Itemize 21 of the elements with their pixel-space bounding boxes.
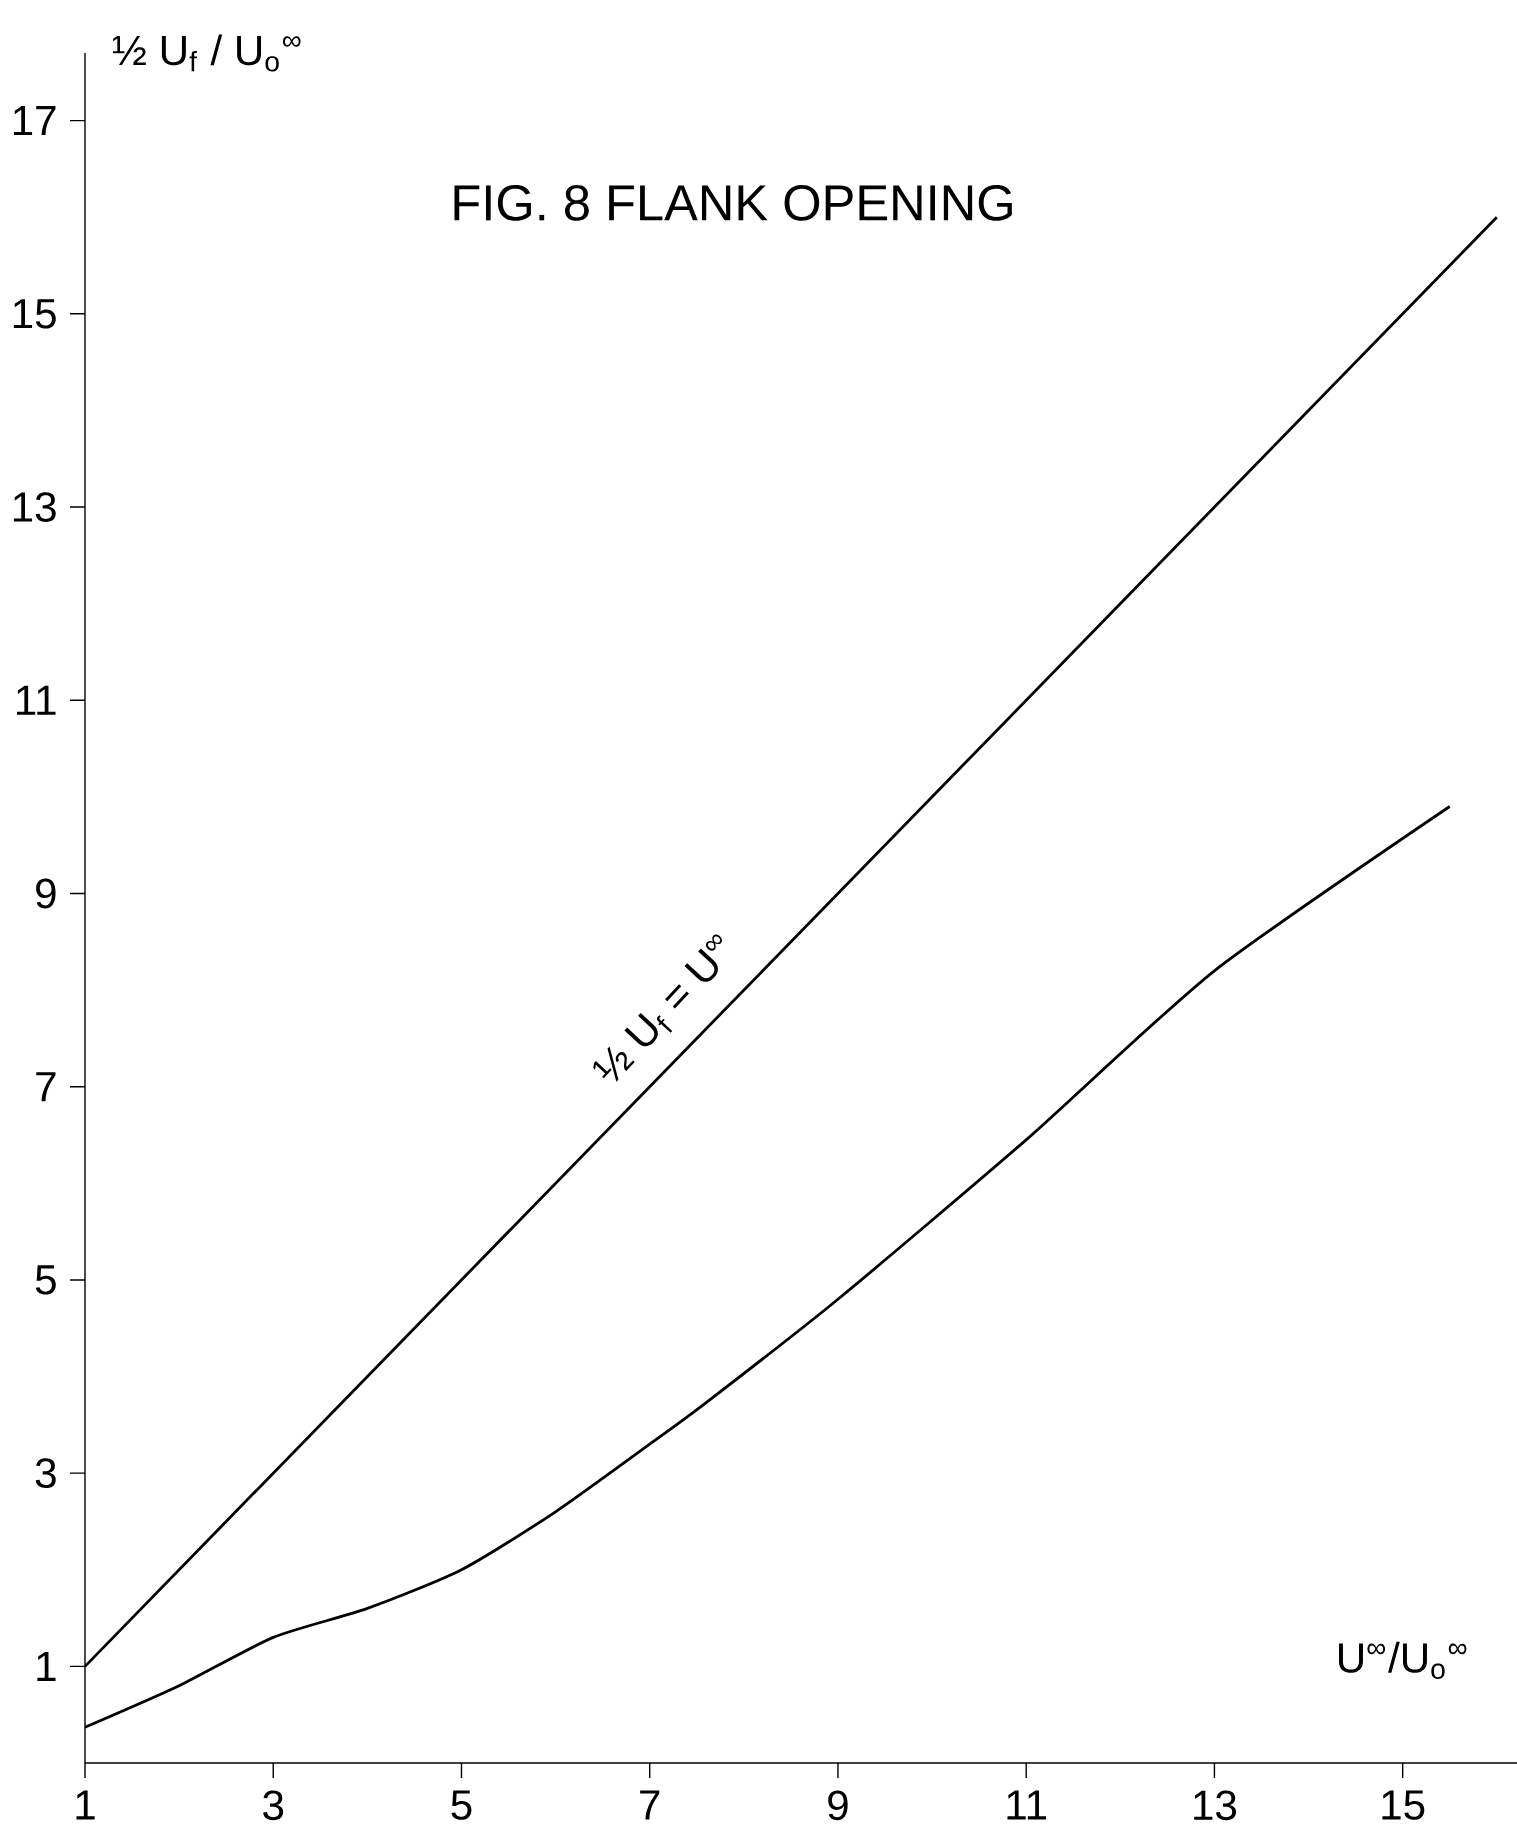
y-tick-label: 17 <box>13 106 56 136</box>
y-tick-label: 7 <box>36 1072 56 1102</box>
y-tick-label: 1 <box>37 1651 56 1681</box>
x-tick-label: 11 <box>1007 1790 1047 1820</box>
x-axis-title: U$^{∞}$/U$_{o}$∞ <box>1339 1641 1467 1679</box>
y-tick-label: 5 <box>35 1265 56 1295</box>
x-tick-label: 1 <box>76 1790 95 1820</box>
x-tick-label: 7 <box>640 1790 660 1820</box>
annotation: ½ U$_{f}$ = U$^{∞}$ <box>593 934 723 1082</box>
y-tick-label: 15 <box>13 299 56 329</box>
y-axis-title: ½ U$_{f}$ / U$_{o}$∞ <box>112 34 301 72</box>
y-tick-label: 3 <box>35 1458 56 1489</box>
x-tick-label: 3 <box>263 1790 284 1821</box>
x-tick-label: 9 <box>828 1790 848 1821</box>
y-tick-label: 9 <box>36 878 56 909</box>
x-tick-label: 5 <box>451 1790 472 1820</box>
x-tick-label: 13 <box>1194 1790 1237 1821</box>
text: FIG. 8 FLANK OPENING <box>454 184 1012 221</box>
x-tick-label: 15 <box>1382 1790 1425 1820</box>
y-tick-label: 13 <box>13 492 56 522</box>
y-tick-label: 11 <box>17 685 56 715</box>
